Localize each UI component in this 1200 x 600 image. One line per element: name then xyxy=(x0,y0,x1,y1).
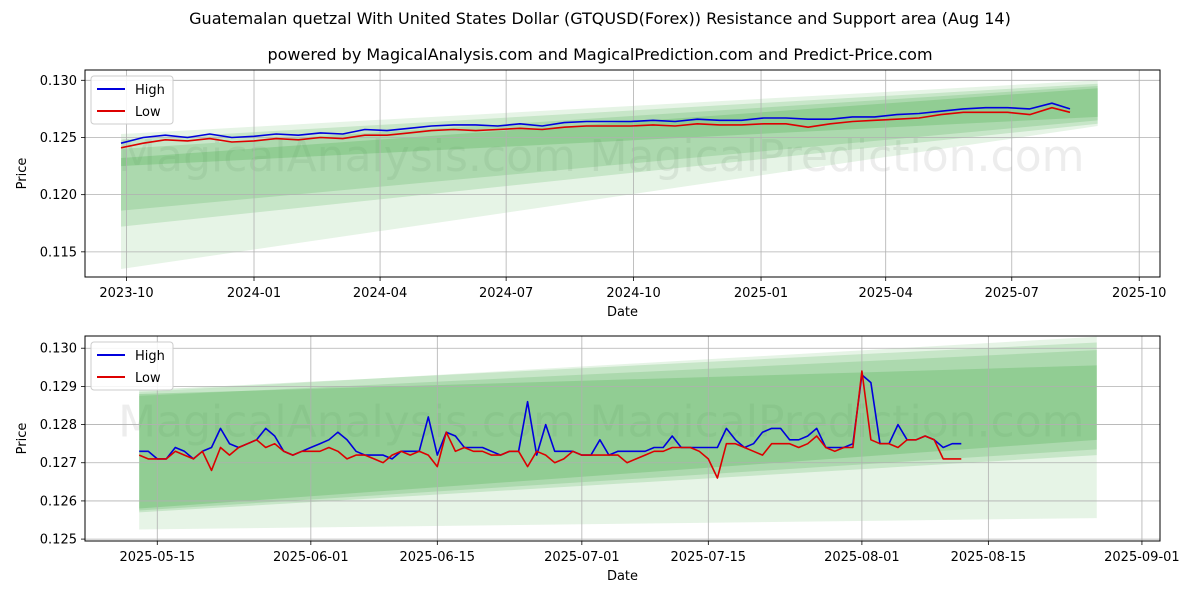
y-tick-label: 0.129 xyxy=(40,380,77,395)
legend: High Low xyxy=(90,75,174,125)
x-tick-label: 2025-08-01 xyxy=(824,550,900,565)
x-tick-label: 2025-10 xyxy=(1112,286,1166,301)
x-tick-label: 2025-04 xyxy=(859,286,913,301)
panel-1: MagicalAnalysis.com MagicalPrediction.com… xyxy=(15,69,1166,320)
x-tick-label: 2025-07 xyxy=(985,286,1039,301)
band-2 xyxy=(139,342,1097,513)
y-tick-label: 0.127 xyxy=(40,456,77,471)
series-lines xyxy=(138,370,962,479)
band-2 xyxy=(121,83,1098,227)
band-1 xyxy=(139,336,1097,530)
y-axis-label: Price xyxy=(15,423,30,455)
panel-2: MagicalAnalysis.com MagicalPrediction.com… xyxy=(15,335,1180,584)
band-4 xyxy=(121,88,1098,167)
x-tick-label: 2024-07 xyxy=(479,286,533,301)
y-tick-label: 0.126 xyxy=(40,494,77,509)
legend-label-high: High xyxy=(135,83,165,98)
x-tick-label: 2025-06-15 xyxy=(400,550,476,565)
series-lines xyxy=(120,102,1071,149)
x-tick-label: 2025-08-15 xyxy=(951,550,1027,565)
watermark-text: MagicalPrediction.com xyxy=(590,131,1085,182)
series-low-line xyxy=(120,106,1071,149)
x-tick-label: 2024-04 xyxy=(353,286,407,301)
x-axis-label: Date xyxy=(607,569,638,584)
series-high-line xyxy=(120,102,1071,144)
y-tick-label: 0.130 xyxy=(40,342,77,357)
x-tick-label: 2025-07-01 xyxy=(544,550,620,565)
y-axis-label: Price xyxy=(15,158,30,190)
y-tick-label: 0.130 xyxy=(40,74,77,89)
chart-subtitle: powered by MagicalAnalysis.com and Magic… xyxy=(267,45,933,64)
band-4 xyxy=(139,365,1097,509)
watermark-text: MagicalPrediction.com xyxy=(590,396,1085,447)
legend-label-high: High xyxy=(135,349,165,364)
y-tick-label: 0.125 xyxy=(40,131,77,146)
y-tick-label: 0.120 xyxy=(40,188,77,203)
resistance-support-bands xyxy=(139,336,1097,530)
watermark-text: MagicalAnalysis.com xyxy=(118,396,576,447)
plot-frame xyxy=(84,335,1161,542)
legend-label-low: Low xyxy=(135,371,161,386)
band-1 xyxy=(121,80,1098,269)
y-tick-label: 0.115 xyxy=(40,245,77,260)
x-tick-label: 2025-05-15 xyxy=(119,550,195,565)
legend-label-low: Low xyxy=(135,105,161,120)
plot-frame xyxy=(84,69,1161,278)
x-axis-label: Date xyxy=(607,305,638,320)
series-low-line xyxy=(138,370,962,479)
band-3 xyxy=(139,350,1097,511)
x-tick-label: 2025-01 xyxy=(734,286,788,301)
x-tick-label: 2023-10 xyxy=(99,286,153,301)
chart-title: Guatemalan quetzal With United States Do… xyxy=(189,9,1011,28)
x-tick-label: 2024-10 xyxy=(606,286,660,301)
y-tick-label: 0.125 xyxy=(40,533,77,548)
x-tick-label: 2024-01 xyxy=(227,286,281,301)
y-tick-label: 0.128 xyxy=(40,418,77,433)
x-tick-label: 2025-06-01 xyxy=(273,550,349,565)
x-tick-label: 2025-07-15 xyxy=(671,550,747,565)
legend: High Low xyxy=(90,341,174,391)
x-tick-label: 2025-09-01 xyxy=(1104,550,1180,565)
